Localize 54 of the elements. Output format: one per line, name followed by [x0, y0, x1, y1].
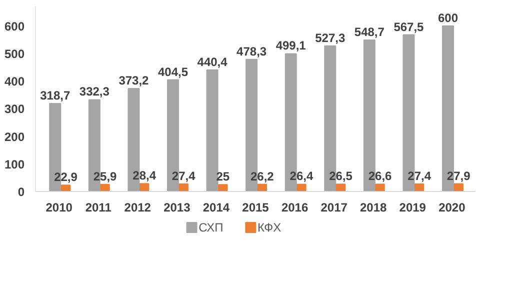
- y-tick-label: 100: [4, 157, 25, 172]
- x-tick-label: 2019: [399, 200, 426, 214]
- data-label: 567,5: [394, 20, 424, 34]
- y-tick-label: 0: [18, 185, 25, 199]
- bar: [454, 183, 464, 192]
- data-label: 27,4: [172, 168, 196, 183]
- x-tick-label: 2018: [360, 200, 388, 214]
- data-label: 499,1: [276, 38, 306, 53]
- data-label: 22,9: [54, 170, 78, 184]
- bar: [60, 184, 71, 192]
- data-label: 27,9: [446, 168, 471, 183]
- bar: [336, 184, 346, 192]
- legend-label: КФХ: [257, 220, 282, 234]
- x-tick-label: 2013: [164, 200, 191, 214]
- y-tick-label: 400: [4, 74, 25, 89]
- bar: [100, 184, 110, 192]
- data-label: 318,7: [40, 88, 70, 102]
- data-label: 26,5: [329, 169, 353, 184]
- data-label: 440,4: [197, 54, 228, 69]
- bar: [218, 184, 228, 192]
- y-tick-label: 200: [4, 130, 25, 144]
- bar: [178, 183, 188, 192]
- data-label: 25,9: [93, 169, 118, 184]
- bar: [296, 184, 306, 192]
- x-tick-label: 2014: [202, 200, 230, 214]
- data-label: 478,3: [236, 44, 267, 58]
- data-label: 373,2: [118, 73, 150, 88]
- data-label: 26,4: [290, 169, 314, 184]
- bar: [414, 183, 424, 192]
- y-tick-label: 600: [4, 19, 25, 34]
- y-tick-label: 300: [4, 102, 25, 116]
- data-label: 600: [438, 10, 458, 25]
- legend-label: СХП: [198, 220, 224, 234]
- x-tick-label: 2012: [124, 200, 152, 214]
- data-label: 332,3: [79, 84, 110, 99]
- bar: [257, 184, 267, 192]
- x-tick-label: 2020: [438, 200, 466, 214]
- data-label: 404,5: [158, 64, 188, 79]
- x-tick-label: 2010: [46, 200, 73, 214]
- bar: [140, 183, 150, 192]
- x-tick-label: 2017: [320, 200, 348, 214]
- data-label: 26,2: [250, 169, 274, 184]
- data-label: 27,4: [408, 168, 432, 183]
- x-tick-label: 2015: [242, 200, 270, 214]
- bar: [375, 184, 385, 192]
- data-label: 527,3: [315, 30, 346, 45]
- x-tick-label: 2011: [85, 200, 112, 214]
- y-tick-label: 500: [4, 46, 25, 61]
- bar: [206, 69, 218, 192]
- data-label: 26,6: [368, 169, 392, 184]
- x-tick-label: 2016: [281, 200, 308, 214]
- data-label: 25: [216, 170, 230, 184]
- data-label: 28,4: [132, 168, 156, 183]
- data-label: 548,7: [354, 24, 385, 39]
